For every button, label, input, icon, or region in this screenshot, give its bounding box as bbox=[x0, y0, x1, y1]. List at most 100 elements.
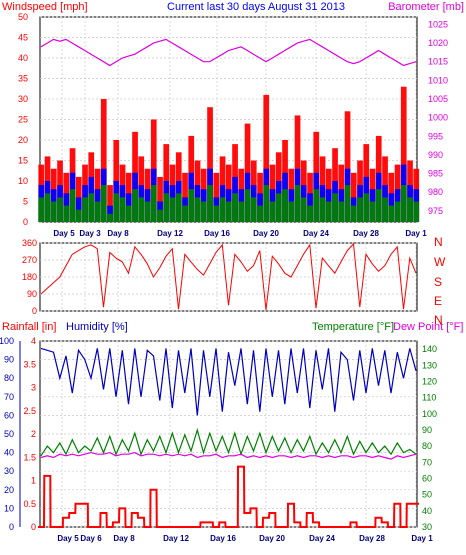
barometer-tick-8: 1015 bbox=[428, 57, 448, 67]
avg-wind-bar-40 bbox=[288, 201, 295, 222]
humidity-line bbox=[40, 347, 417, 416]
avg-wind-bar-1 bbox=[44, 193, 51, 222]
grid-lines bbox=[40, 16, 417, 528]
temp-tick-2: 50 bbox=[422, 490, 432, 500]
gust-bar-11 bbox=[107, 185, 113, 222]
humidity-tick-3: 30 bbox=[4, 466, 14, 476]
avg-wind-bar-60 bbox=[413, 201, 420, 222]
rainfall-axis-label: Rainfall [in] bbox=[2, 321, 56, 333]
gust-bar-58 bbox=[400, 86, 407, 222]
panel3-xtick-6: Day 24 bbox=[309, 534, 335, 543]
dir-tick-1: 90 bbox=[27, 289, 37, 299]
avg-wind-bar-7 bbox=[82, 197, 88, 222]
avg-wind-bar-21 bbox=[169, 197, 176, 222]
temp-tick-8: 110 bbox=[422, 393, 436, 403]
humidity-tick-0: 0 bbox=[9, 522, 14, 532]
compass-letter-3: E bbox=[434, 294, 442, 308]
barometer-tick-5: 1000 bbox=[428, 113, 448, 123]
rain-tick-3: 1.5 bbox=[23, 452, 36, 462]
barometer-tick-6: 1005 bbox=[428, 94, 448, 104]
avg-wind-bar-34 bbox=[250, 197, 257, 222]
barometer-axis-label: Barometer [mb] bbox=[388, 1, 464, 13]
avg-wind-bar-17 bbox=[144, 201, 151, 222]
avg-wind-bar-59 bbox=[407, 197, 413, 222]
avg-wind-bar-41 bbox=[294, 185, 301, 222]
gust-bar-10 bbox=[100, 99, 107, 222]
temp-tick-11: 140 bbox=[422, 344, 437, 354]
temp-tick-9: 120 bbox=[422, 376, 437, 386]
humidity-tick-8: 80 bbox=[4, 373, 14, 383]
compass-letter-1: W bbox=[434, 255, 446, 269]
panel3-xtick-4: Day 16 bbox=[210, 534, 236, 543]
temp-tick-4: 70 bbox=[422, 457, 432, 467]
wind-tick-1: 5 bbox=[23, 197, 28, 207]
avg-wind-bar-8 bbox=[88, 193, 95, 222]
dir-tick-4: 360 bbox=[22, 238, 37, 248]
dir-tick-3: 270 bbox=[22, 255, 37, 265]
avg-wind-bar-47 bbox=[332, 193, 338, 222]
avg-wind-bar-43 bbox=[307, 205, 313, 222]
humidity-tick-1: 10 bbox=[4, 503, 14, 513]
avg-wind-bar-54 bbox=[375, 189, 382, 222]
panel3-xtick-0: Day 5 bbox=[57, 534, 79, 543]
panel1-xtick-2: Day 8 bbox=[107, 229, 129, 238]
gust-bar-49 bbox=[344, 111, 351, 222]
barometer-tick-10: 1025 bbox=[428, 19, 448, 29]
panel1-xtick-4: Day 16 bbox=[204, 229, 230, 238]
avg-wind-bar-4 bbox=[63, 205, 70, 222]
wind-tick-0: 0 bbox=[23, 217, 28, 227]
gust-bar-19 bbox=[157, 176, 163, 222]
avg-wind-bar-57 bbox=[394, 201, 401, 222]
rain-tick-0: 0 bbox=[31, 522, 36, 532]
avg-wind-bar-25 bbox=[194, 197, 201, 222]
temperature-line bbox=[40, 427, 417, 457]
avg-wind-bar-3 bbox=[57, 197, 63, 222]
avg-wind-bar-42 bbox=[300, 197, 307, 222]
panel1-xtick-1: Day 3 bbox=[79, 229, 101, 238]
avg-wind-bar-56 bbox=[388, 205, 395, 222]
gust-bar-36 bbox=[263, 94, 270, 222]
barometer-tick-1: 980 bbox=[428, 187, 443, 197]
barometer-tick-2: 985 bbox=[428, 169, 443, 179]
temp-tick-10: 130 bbox=[422, 360, 437, 370]
avg-wind-bar-55 bbox=[382, 197, 388, 222]
humidity-tick-10: 100 bbox=[0, 336, 14, 346]
avg-wind-bar-48 bbox=[338, 201, 345, 222]
avg-wind-bar-58 bbox=[400, 185, 407, 222]
temp-tick-7: 100 bbox=[422, 409, 437, 419]
wind-tick-2: 10 bbox=[18, 176, 28, 186]
wind-tick-6: 30 bbox=[18, 94, 28, 104]
avg-wind-bar-16 bbox=[138, 197, 145, 222]
dewpoint-line bbox=[40, 451, 417, 460]
panel1-xtick-0: Day 5 bbox=[53, 229, 75, 238]
avg-wind-bar-28 bbox=[213, 205, 220, 222]
rain-tick-4: 2 bbox=[31, 429, 36, 439]
compass-letter-2: S bbox=[434, 275, 442, 289]
panel3-xtick-2: Day 8 bbox=[113, 534, 135, 543]
avg-wind-bar-53 bbox=[369, 201, 376, 222]
avg-wind-bar-45 bbox=[319, 197, 326, 222]
panel3-xtick-3: Day 12 bbox=[163, 534, 189, 543]
avg-wind-bar-46 bbox=[325, 201, 332, 222]
avg-wind-bar-31 bbox=[232, 193, 238, 222]
wind-tick-4: 20 bbox=[18, 135, 28, 145]
wind-direction-line bbox=[40, 242, 417, 311]
panel3-xtick-1: Day 6 bbox=[80, 534, 102, 543]
tick-labels: 0510152025303540455097598098599099510001… bbox=[0, 12, 448, 543]
avg-wind-bar-29 bbox=[219, 197, 226, 222]
gust-bar-27 bbox=[207, 107, 213, 222]
avg-wind-bar-32 bbox=[238, 201, 245, 222]
dewpoint-axis-label: Dew Point [°F] bbox=[393, 321, 463, 333]
avg-wind-bar-10 bbox=[100, 185, 107, 222]
temperature-axis-label: Temperature [°F] bbox=[312, 321, 394, 333]
barometer-tick-0: 975 bbox=[428, 206, 443, 216]
avg-wind-bar-36 bbox=[263, 185, 270, 222]
wind-tick-5: 25 bbox=[18, 115, 28, 125]
humidity-tick-2: 20 bbox=[4, 485, 14, 495]
temp-tick-6: 90 bbox=[422, 425, 432, 435]
temp-tick-5: 80 bbox=[422, 441, 432, 451]
panel1-xtick-6: Day 24 bbox=[303, 229, 329, 238]
humidity-tick-9: 90 bbox=[4, 355, 14, 365]
